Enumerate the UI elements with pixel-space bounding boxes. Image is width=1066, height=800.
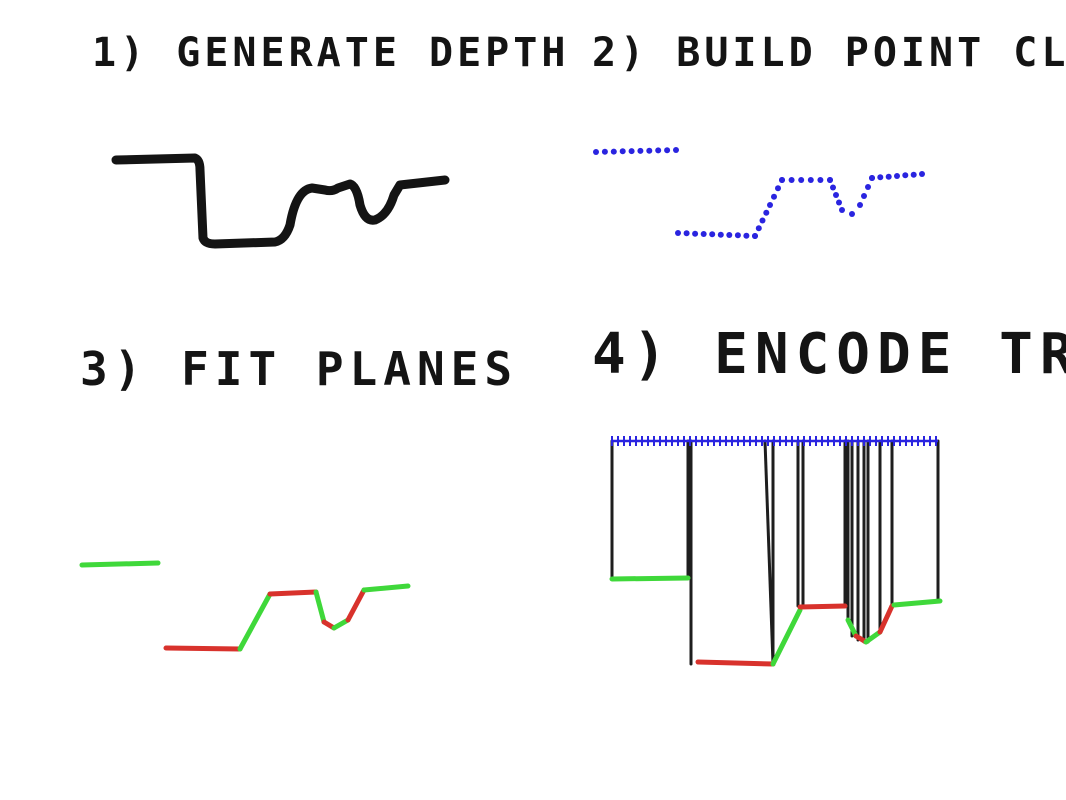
point [833, 192, 839, 198]
point [763, 209, 770, 216]
point [700, 231, 707, 237]
point [619, 148, 626, 155]
tree-branch [763, 440, 775, 665]
plane-segment [345, 587, 367, 623]
point [849, 211, 855, 217]
point [709, 231, 716, 238]
point [675, 230, 681, 236]
point-cloud [593, 147, 925, 239]
point [637, 147, 644, 154]
point [836, 199, 842, 206]
plane-segment [267, 589, 319, 597]
tree-leaf-plane [891, 598, 943, 608]
point [827, 177, 833, 183]
point [610, 148, 617, 155]
point [902, 172, 909, 179]
point [628, 148, 635, 155]
plane-segment [237, 591, 273, 652]
panel-title-generate-depth: 1) GENERATE DEPTH [92, 30, 570, 76]
point [894, 173, 900, 179]
panel-title-fit-planes: 3) FIT PLANES [80, 342, 519, 396]
point [798, 177, 805, 183]
point [759, 217, 766, 224]
tree-leaf-plane [770, 607, 803, 667]
depth-profile-stroke [111, 153, 450, 249]
point [755, 225, 762, 232]
tree-leaf-plane [863, 629, 883, 645]
point [743, 232, 750, 239]
point [692, 230, 699, 237]
point [775, 185, 781, 192]
plane-segment [331, 617, 351, 631]
point [869, 175, 875, 181]
point [857, 202, 863, 208]
point [807, 177, 814, 183]
point [817, 177, 824, 183]
point [664, 147, 671, 154]
point [788, 177, 795, 183]
point [673, 147, 679, 153]
point [771, 193, 777, 200]
point [593, 149, 599, 155]
point [877, 174, 884, 181]
point [910, 171, 917, 178]
point [726, 232, 733, 238]
tree-leaf-plane [797, 603, 848, 610]
point [717, 231, 724, 238]
point [830, 184, 836, 191]
point [885, 173, 892, 180]
tree-leaf-plane [877, 603, 895, 635]
depth-profile [111, 153, 450, 249]
plane-segment [361, 583, 411, 593]
tree-leaf-plane [695, 659, 776, 667]
encode-tree [609, 436, 943, 667]
panel-title-build-point-cloud: 2) BUILD POINT CLOUD [592, 30, 1066, 76]
tree-leaf-plane [845, 617, 859, 639]
plane-segment [313, 589, 327, 625]
point [861, 193, 867, 199]
point [839, 207, 845, 213]
point [919, 171, 925, 177]
point [767, 202, 773, 208]
point [779, 177, 785, 183]
point [683, 230, 690, 237]
point [752, 233, 758, 239]
point [865, 184, 871, 190]
fitted-planes [79, 560, 411, 652]
point [734, 232, 741, 239]
tree-leaf-plane [609, 575, 691, 582]
point [601, 148, 608, 155]
point [646, 147, 653, 154]
plane-segment [79, 560, 161, 568]
plane-segment [163, 645, 243, 652]
point [655, 147, 662, 154]
panel-title-encode-tree: 4) ENCODE TREE [592, 322, 1066, 387]
